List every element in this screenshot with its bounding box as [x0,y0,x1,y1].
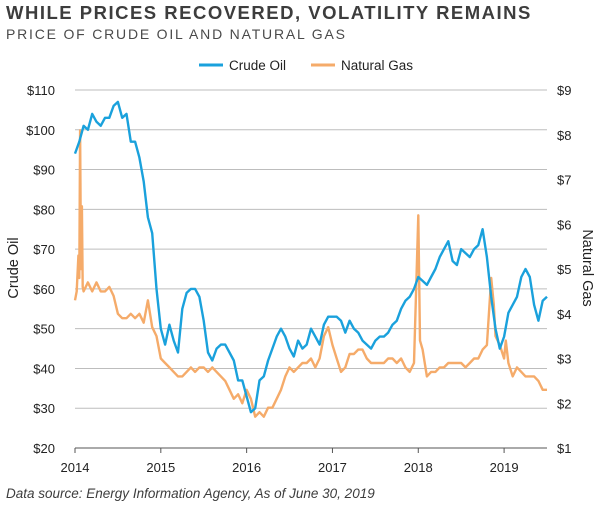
y-right-tick-label: $1 [557,441,571,456]
x-tick-label: 2019 [490,460,519,475]
y-axis-left-title: Crude Oil [6,237,22,298]
y-left-tick-label: $90 [33,163,55,178]
x-tick-label: 2015 [146,460,175,475]
chart-subtitle: PRICE OF CRUDE OIL AND NATURAL GAS [6,26,347,42]
y-left-tick-label: $70 [33,242,55,257]
y-right-tick-label: $8 [557,128,571,143]
series-layer [73,100,548,418]
series-line-natural-gas [73,129,547,418]
y-left-tick-label: $60 [33,282,55,297]
chart-title: WHILE PRICES RECOVERED, VOLATILITY REMAI… [6,2,532,23]
series-line-crude-oil [73,100,548,414]
y-left-tick-label: $20 [33,441,55,456]
y-right-tick-label: $5 [557,262,571,277]
y-right-tick-label: $4 [557,307,571,322]
y-left-tick-label: $80 [33,202,55,217]
y-left-tick-label: $50 [33,322,55,337]
y-right-tick-label: $9 [557,83,571,98]
y-axis-left: $20 $30 $40 $50 $60 $70 $80 $90 $100 $110 [26,83,55,456]
legend-label-crude-oil: Crude Oil [229,58,286,73]
y-right-tick-label: $2 [557,396,571,411]
y-right-tick-label: $6 [557,217,571,232]
x-tick-label: 2014 [61,460,90,475]
y-axis-right: $1 $2 $3 $4 $5 $6 $7 $8 $9 [557,83,571,456]
legend: Crude Oil Natural Gas [199,58,413,73]
x-tick-label: 2016 [232,460,261,475]
gridlines [75,89,547,449]
x-tick-label: 2018 [404,460,433,475]
x-axis: 2014 2015 2016 2017 2018 2019 [61,448,519,475]
y-left-tick-label: $110 [27,83,55,98]
legend-label-natural-gas: Natural Gas [341,58,413,73]
y-left-tick-label: $40 [33,361,55,376]
dual-axis-line-chart: 2014 2015 2016 2017 2018 2019 $20 $30 $40 $50 $60… [6,58,595,475]
x-tick-label: 2017 [318,460,347,475]
y-axis-right-title: Natural Gas [579,229,595,306]
data-source-note: Data source: Energy Information Agency, … [6,486,375,501]
y-right-tick-label: $7 [557,173,571,188]
y-left-tick-label: $100 [26,123,55,138]
y-left-tick-label: $30 [33,401,55,416]
y-right-tick-label: $3 [557,352,571,367]
